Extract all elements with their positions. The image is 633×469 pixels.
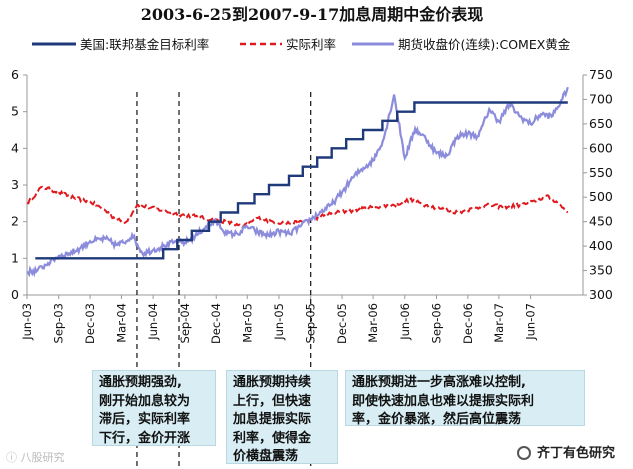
right-tick-label: 600 [589, 140, 613, 155]
annotation-line: 率，金价暴涨，然后高位震荡 [352, 412, 522, 427]
x-tick-label: Mar-06 [366, 303, 380, 343]
annotation-line: 利率，使得金 [233, 430, 312, 446]
x-tick-label: Dec-03 [83, 303, 97, 344]
left-tick-label: 3 [11, 177, 19, 192]
legend: 美国:联邦基金目标利率 实际利率 期货收盘价(连续):COMEX黄金 [32, 37, 571, 52]
legend-label-fed-rate: 美国:联邦基金目标利率 [80, 37, 209, 52]
watermark-right-text: 齐丁有色研究 [536, 446, 615, 461]
annotation-line: 通胀预期强劲, [99, 375, 182, 390]
x-tick-label: Jun-04 [146, 303, 160, 341]
x-tick-label: Sep-04 [178, 303, 192, 343]
legend-label-gold: 期货收盘价(连续):COMEX黄金 [398, 37, 571, 52]
series-line-fed-rate [35, 101, 568, 260]
legend-label-real-rate: 实际利率 [286, 37, 336, 52]
right-tick-label: 300 [589, 287, 613, 302]
x-tick-label: Mar-07 [492, 303, 506, 343]
left-tick-label: 5 [11, 104, 19, 119]
left-tick-label: 6 [11, 67, 19, 82]
series-layer [26, 86, 569, 278]
x-tick-label: Dec-06 [461, 303, 475, 344]
right-tick-label: 750 [589, 67, 613, 82]
annotation-line: 即使快速加息也难以提振实际利 [352, 393, 535, 409]
annotation-line: 刚开始加息较为 [99, 393, 191, 409]
annotation-line: 上行，但快速 [233, 393, 312, 409]
left-tick-label: 1 [11, 250, 19, 265]
right-tick-label: 700 [589, 91, 613, 106]
annotation-phase-1: 通胀预期强劲, 刚开始加息较为 滞后，实际利率 下行，金价开涨 [92, 370, 216, 446]
annotation-line: 加息提振实际 [233, 412, 312, 427]
x-tick-label: Sep-03 [52, 303, 66, 343]
watermark-right: 齐丁有色研究 [516, 442, 615, 461]
x-tick-label: Mar-04 [114, 303, 128, 343]
x-tick-label: Sep-05 [304, 303, 318, 343]
annotation-line: 滞后，实际利率 [99, 412, 191, 427]
annotation-line: 下行，金价开涨 [99, 430, 191, 446]
annotation-line: 价横盘震荡 [233, 449, 299, 464]
right-tick-label: 500 [589, 189, 613, 204]
annotation-line: 通胀预期持续 [233, 375, 312, 390]
x-tick-label: Jun-05 [272, 303, 286, 341]
left-y-ticks: 0 1 2 3 4 5 6 [11, 67, 27, 302]
right-y-ticks: 300 350 400 450 500 550 600 650 700 750 [583, 67, 613, 302]
right-tick-label: 350 [589, 263, 613, 278]
annotation-line: 通胀预期进一步高涨难以控制, [352, 375, 526, 390]
right-tick-label: 450 [589, 214, 613, 229]
watermark-left: ⓘ 八股研究 [6, 451, 65, 464]
x-ticks: Jun-03 Sep-03 Dec-03 Mar-04 Jun-04 Sep-04 Dec-… [20, 295, 538, 344]
left-tick-label: 2 [11, 214, 19, 229]
x-tick-label: Jun-03 [20, 303, 34, 341]
series-line-real-rate [27, 185, 569, 229]
x-tick-label: Jun-07 [524, 303, 538, 341]
left-tick-label: 0 [11, 287, 19, 302]
left-tick-label: 4 [11, 140, 19, 155]
chart-title: 2003-6-25到2007-9-17加息周期中金价表现 [141, 5, 483, 24]
right-tick-label: 550 [589, 165, 613, 180]
series-line-gold [26, 86, 569, 278]
x-tick-label: Dec-05 [335, 303, 349, 344]
right-tick-label: 400 [589, 238, 613, 253]
x-tick-label: Jun-06 [398, 303, 412, 341]
x-tick-label: Mar-05 [240, 303, 254, 343]
right-tick-label: 650 [589, 116, 613, 131]
annotation-phase-2: 通胀预期持续 上行，但快速 加息提振实际 利率，使得金 价横盘震荡 [226, 370, 338, 464]
wechat-icon [516, 446, 531, 460]
plot-area [26, 75, 584, 296]
x-tick-label: Dec-04 [209, 303, 223, 344]
x-tick-label: Sep-06 [430, 303, 444, 343]
annotation-phase-3: 通胀预期进一步高涨难以控制, 即使快速加息也难以提振实际利 率，金价暴涨，然后高位震… [345, 370, 585, 427]
